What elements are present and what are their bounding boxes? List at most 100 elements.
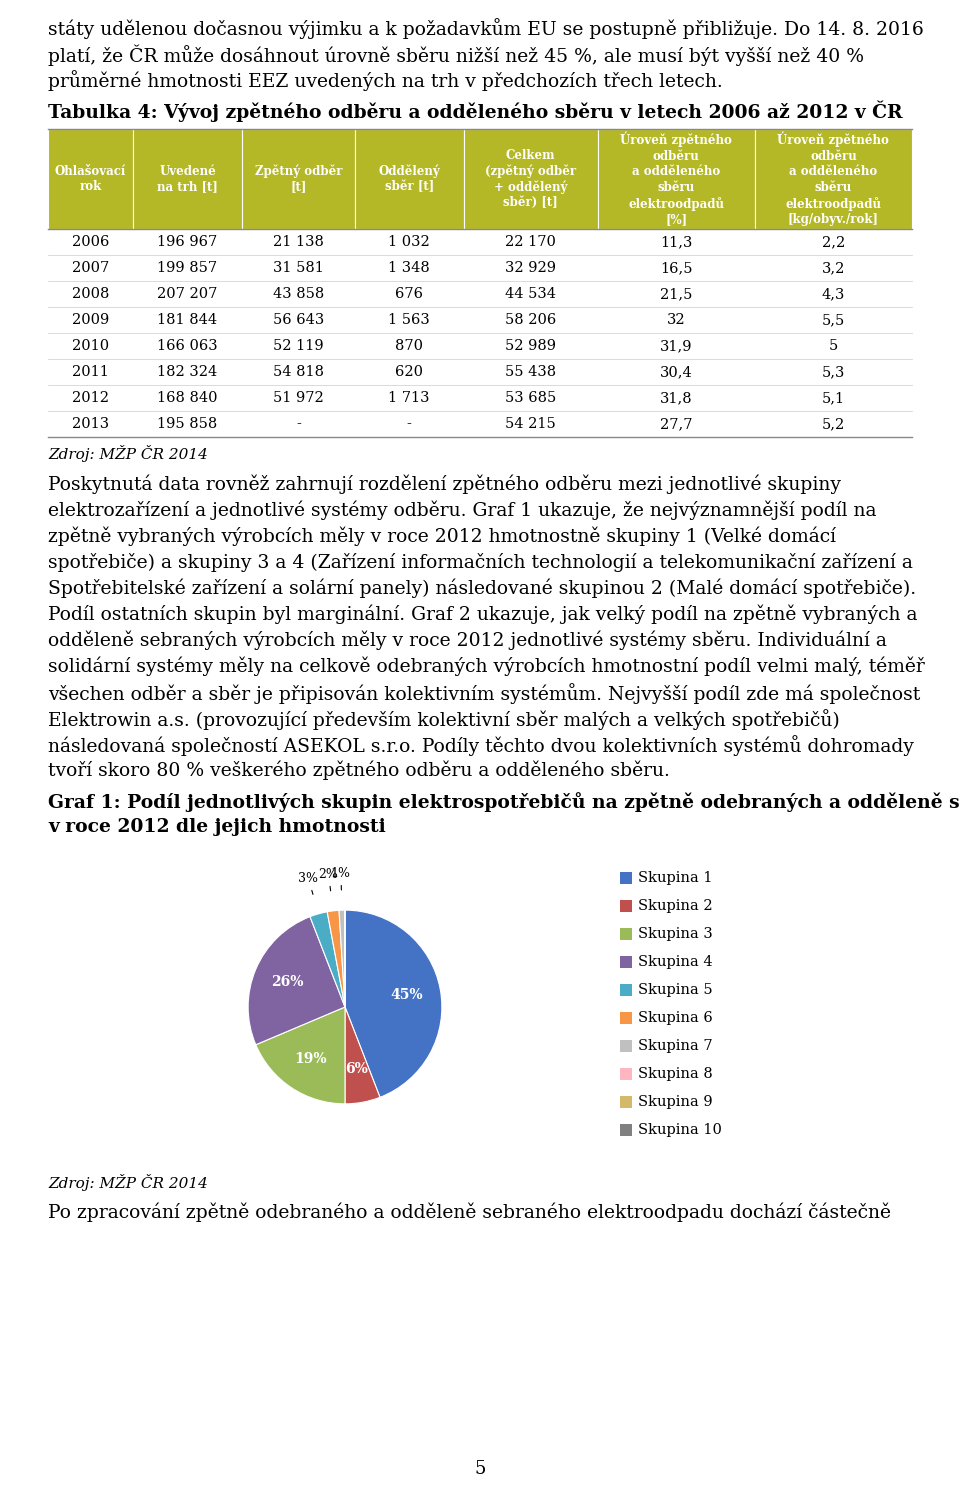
Bar [755, 333, 912, 359]
Text: 45%: 45% [391, 989, 423, 1002]
Bar [242, 128, 355, 229]
Text: Graf 1: Podíl jednotlivých skupin elektrospotřebičů na zpětně odebraných a odděl: Graf 1: Podíl jednotlivých skupin elektr… [48, 792, 960, 811]
Text: 58 206: 58 206 [505, 314, 556, 327]
Text: Po zpracování zpětně odebraného a odděleně sebraného elektroodpadu dochází částe: Po zpracování zpětně odebraného a odděle… [48, 1203, 891, 1222]
Bar [755, 306, 912, 333]
Text: 195 858: 195 858 [157, 417, 218, 430]
Bar [355, 333, 464, 359]
Text: 1 563: 1 563 [388, 314, 430, 327]
Text: zpětně vybraných výrobcích měly v roce 2012 hmotnostně skupiny 1 (Velké domácí: zpětně vybraných výrobcích měly v roce 2… [48, 527, 836, 547]
Text: následovaná společností ASEKOL s.r.o. Podíly těchto dvou kolektivních systémů do: následovaná společností ASEKOL s.r.o. Po… [48, 735, 914, 756]
Text: 3,2: 3,2 [822, 261, 845, 275]
Bar [48, 229, 132, 255]
Text: 32: 32 [667, 314, 685, 327]
Text: 22 170: 22 170 [505, 235, 556, 249]
Wedge shape [310, 911, 345, 1007]
Text: 2013: 2013 [72, 417, 108, 430]
Text: 2009: 2009 [72, 314, 109, 327]
Wedge shape [327, 910, 345, 1007]
Text: 199 857: 199 857 [157, 261, 218, 275]
Bar [597, 411, 755, 438]
Bar [597, 333, 755, 359]
Bar [48, 411, 132, 438]
Wedge shape [248, 917, 345, 1044]
Bar [355, 411, 464, 438]
Text: 2011: 2011 [72, 365, 108, 379]
Text: 51 972: 51 972 [274, 391, 324, 405]
Text: Celkem
(zpětný odběr
+ oddělený
sběr) [t]: Celkem (zpětný odběr + oddělený sběr) [t… [485, 148, 576, 209]
Bar [132, 128, 242, 229]
Text: Elektrowin a.s. (provozující především kolektivní sběr malých a velkých spotřebi: Elektrowin a.s. (provozující především k… [48, 710, 840, 731]
Text: 6%: 6% [346, 1062, 368, 1076]
Text: Skupina 10: Skupina 10 [638, 1123, 722, 1137]
Bar [355, 281, 464, 306]
Bar [464, 128, 597, 229]
Text: 44 534: 44 534 [505, 287, 556, 300]
Text: 53 685: 53 685 [505, 391, 556, 405]
Text: 26%: 26% [271, 976, 303, 989]
Bar [132, 411, 242, 438]
Text: spotřebiče) a skupiny 3 a 4 (Zařízení informačních technologií a telekomunikační: spotřebiče) a skupiny 3 a 4 (Zařízení in… [48, 553, 913, 572]
Text: státy udělenou dočasnou výjimku a k požadavkům EU se postupně přibližuje. Do 14.: státy udělenou dočasnou výjimku a k poža… [48, 18, 924, 39]
Text: v roce 2012 dle jejich hmotnosti: v roce 2012 dle jejich hmotnosti [48, 819, 386, 837]
Bar [597, 281, 755, 306]
Text: Spotřebitelské zařízení a solární panely) následované skupinou 2 (Malé domácí sp: Spotřebitelské zařízení a solární panely… [48, 580, 916, 599]
Text: 5: 5 [828, 339, 838, 353]
Bar [242, 255, 355, 281]
Text: 2,2: 2,2 [822, 235, 845, 249]
Text: všechen odběr a sběr je připisován kolektivním systémům. Nejvyšší podíl zde má s: všechen odběr a sběr je připisován kolek… [48, 683, 921, 704]
Text: Skupina 5: Skupina 5 [638, 983, 712, 996]
Text: Poskytnutá data rovněž zahrnují rozdělení zpětného odběru mezi jednotlivé skupin: Poskytnutá data rovněž zahrnují rozdělen… [48, 475, 841, 495]
Wedge shape [345, 1007, 380, 1104]
Text: Podíl ostatních skupin byl marginální. Graf 2 ukazuje, jak velký podíl na zpětně: Podíl ostatních skupin byl marginální. G… [48, 605, 918, 624]
Bar [597, 229, 755, 255]
Text: 5,1: 5,1 [822, 391, 845, 405]
Bar [597, 359, 755, 385]
Bar [242, 359, 355, 385]
Text: 1 713: 1 713 [389, 391, 430, 405]
Wedge shape [339, 910, 345, 1007]
Bar [755, 281, 912, 306]
Bar [242, 333, 355, 359]
Text: 2007: 2007 [72, 261, 109, 275]
Text: 56 643: 56 643 [273, 314, 324, 327]
Bar [132, 255, 242, 281]
Text: průměrné hmotnosti EEZ uvedených na trh v předchozích třech letech.: průměrné hmotnosti EEZ uvedených na trh … [48, 70, 723, 91]
Text: 30,4: 30,4 [660, 365, 692, 379]
Text: 1%: 1% [331, 867, 351, 890]
Bar [755, 229, 912, 255]
Text: 52 989: 52 989 [505, 339, 556, 353]
Bar [132, 359, 242, 385]
Bar [355, 255, 464, 281]
Bar [132, 306, 242, 333]
Text: Zpětný odběr
[t]: Zpětný odběr [t] [254, 164, 343, 194]
Bar [355, 128, 464, 229]
Text: Ohlašovací
rok: Ohlašovací rok [55, 164, 126, 193]
Text: Uvedené
na trh [t]: Uvedené na trh [t] [157, 164, 218, 193]
Bar [355, 359, 464, 385]
Text: 5,2: 5,2 [822, 417, 845, 430]
Bar [242, 306, 355, 333]
Text: 2008: 2008 [72, 287, 109, 300]
Wedge shape [345, 910, 442, 1097]
Text: 54 818: 54 818 [273, 365, 324, 379]
Text: -: - [296, 417, 301, 430]
Text: platí, že ČR může dosáhnout úrovně sběru nižší než 45 %, ale musí být vyšší než : platí, že ČR může dosáhnout úrovně sběru… [48, 43, 864, 66]
Bar [48, 385, 132, 411]
Bar [242, 229, 355, 255]
Bar [464, 359, 597, 385]
Text: 31,8: 31,8 [660, 391, 692, 405]
Bar [464, 255, 597, 281]
Text: 19%: 19% [294, 1052, 326, 1067]
Bar [355, 385, 464, 411]
Bar [464, 385, 597, 411]
Bar [597, 255, 755, 281]
Bar [355, 306, 464, 333]
Text: 31,9: 31,9 [660, 339, 692, 353]
Text: 207 207: 207 207 [157, 287, 218, 300]
Text: tvoří skoro 80 % veškerého zpětného odběru a odděleného sběru.: tvoří skoro 80 % veškerého zpětného odbě… [48, 760, 670, 780]
Text: 5: 5 [474, 1460, 486, 1478]
Text: 2010: 2010 [72, 339, 108, 353]
Text: 2%: 2% [319, 868, 339, 890]
Text: 21,5: 21,5 [660, 287, 692, 300]
